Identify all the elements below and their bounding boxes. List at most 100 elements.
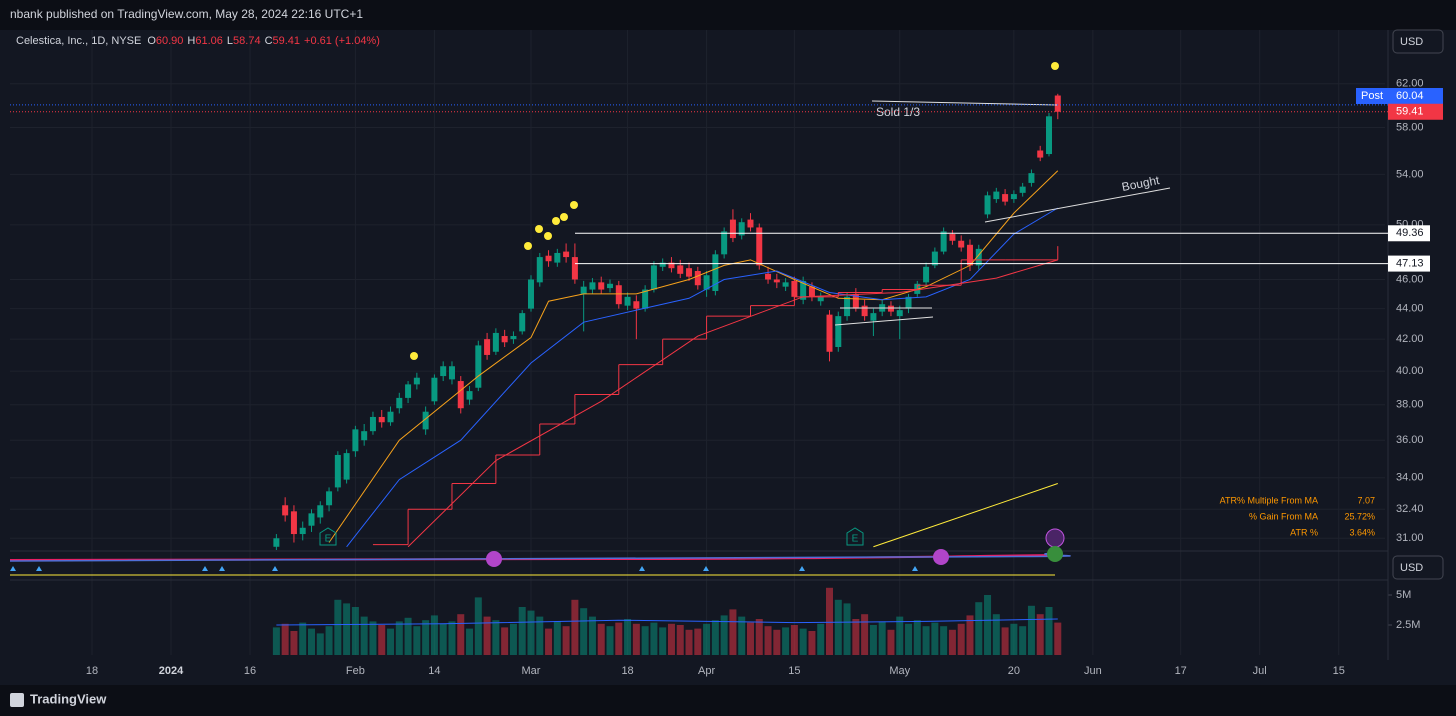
candle-body	[387, 411, 394, 423]
candle-body	[361, 431, 368, 441]
candle-body	[800, 280, 807, 300]
y-tick-label: 42.00	[1396, 333, 1424, 345]
x-tick-label: Mar	[522, 665, 541, 677]
y-tick-label: 36.00	[1396, 434, 1424, 446]
x-tick-label: 2024	[159, 665, 184, 677]
candle-body	[791, 280, 798, 297]
volume-bar	[896, 616, 904, 655]
volume-bar	[1054, 622, 1062, 655]
volume-bar	[755, 619, 763, 655]
currency-button[interactable]	[1392, 29, 1444, 54]
publisher: nbank published on TradingView.com, May …	[10, 7, 363, 21]
x-tick-label: 17	[1175, 665, 1187, 677]
stat-label: ATR %	[1290, 527, 1318, 537]
indicator-pane	[9, 546, 1071, 576]
currency-buttons[interactable]: USD USD	[1392, 29, 1444, 580]
trend-line	[834, 316, 934, 326]
x-tick-label: 20	[1008, 665, 1020, 677]
x-tick-label: 16	[244, 665, 256, 677]
y-tick-label: 40.00	[1396, 365, 1424, 377]
bottom-bar	[0, 685, 1456, 716]
candle-body	[545, 255, 552, 262]
last-price-box	[1388, 103, 1443, 120]
volume-bar	[501, 627, 509, 655]
y-tick-label: 32.40	[1396, 503, 1424, 515]
volume-bar	[843, 603, 851, 655]
volume-bar	[606, 626, 614, 655]
volume-bar	[826, 587, 834, 655]
volume-bar	[1019, 626, 1027, 655]
candle-body	[282, 505, 289, 516]
candle-body	[536, 257, 543, 283]
candle-body	[765, 273, 772, 280]
volume-tick-label: 5M	[1396, 589, 1411, 601]
volume-bar	[615, 622, 623, 655]
x-tick-label: Feb	[346, 665, 365, 677]
volume-bar	[299, 622, 307, 655]
candle-body	[1010, 194, 1017, 200]
top-bar	[0, 0, 1456, 30]
volume-bar	[650, 622, 658, 655]
x-tick-label: 18	[621, 665, 633, 677]
candle-body	[905, 296, 912, 309]
y-tick-label: 46.00	[1396, 273, 1424, 285]
y-tick-label: 62.00	[1396, 78, 1424, 90]
x-tick-label: 15	[1333, 665, 1345, 677]
volume-bar	[509, 623, 517, 655]
candle-body	[703, 275, 710, 290]
currency[interactable]: USD	[1400, 562, 1423, 574]
candle-body	[554, 252, 561, 263]
candle-body	[712, 254, 719, 292]
candle-body	[369, 416, 376, 432]
candle-body	[290, 511, 297, 535]
candle-body	[887, 305, 894, 312]
x-tick-label: May	[889, 665, 910, 677]
volume-bar	[360, 616, 368, 655]
candle-body	[835, 316, 842, 347]
candle-body	[1054, 95, 1061, 112]
candle-body	[756, 227, 763, 266]
stat-label: % Gain From MA	[1249, 511, 1318, 521]
x-tick-label: Jun	[1084, 665, 1102, 677]
volume-bar	[782, 627, 790, 655]
volume-bar	[448, 621, 456, 655]
currency[interactable]: USD	[1400, 36, 1423, 48]
volume-bar	[588, 616, 596, 655]
volume-bar	[913, 620, 921, 655]
candle-body	[844, 296, 851, 317]
volume-bar	[316, 633, 324, 655]
volume-bar	[404, 617, 412, 655]
post-box	[1356, 88, 1388, 104]
candle-body	[378, 416, 385, 423]
legend-key: L	[227, 35, 233, 47]
candle-body	[492, 332, 499, 352]
volume-bar	[1045, 607, 1053, 655]
volume-bar	[518, 607, 526, 655]
candle-body	[598, 282, 605, 290]
volume-bar	[474, 597, 482, 655]
candle-body	[299, 527, 306, 535]
volume-bar	[729, 609, 737, 655]
level-label: 49.36	[1396, 227, 1424, 239]
candle-body	[440, 366, 447, 377]
volume-bar	[720, 615, 728, 655]
volume-bar	[351, 607, 359, 655]
candle-body	[677, 265, 684, 274]
volume-bar	[272, 627, 280, 655]
currency-button[interactable]	[1392, 555, 1444, 580]
post-price: 60.04	[1396, 90, 1424, 102]
volume-bar	[466, 628, 474, 655]
volume-bar	[703, 623, 711, 655]
candle-body	[633, 301, 640, 309]
y-tick-label: 54.00	[1396, 168, 1424, 180]
candle-body	[448, 366, 455, 380]
trend-line	[984, 187, 1171, 223]
candle-body	[501, 336, 508, 343]
candle-body	[1002, 194, 1009, 202]
ma-line	[407, 259, 1058, 548]
volume-bar	[694, 628, 702, 655]
volume-bar	[1010, 623, 1018, 655]
volume-bar	[852, 619, 860, 655]
volume-bar	[369, 621, 377, 655]
post-price-box	[1388, 88, 1443, 104]
